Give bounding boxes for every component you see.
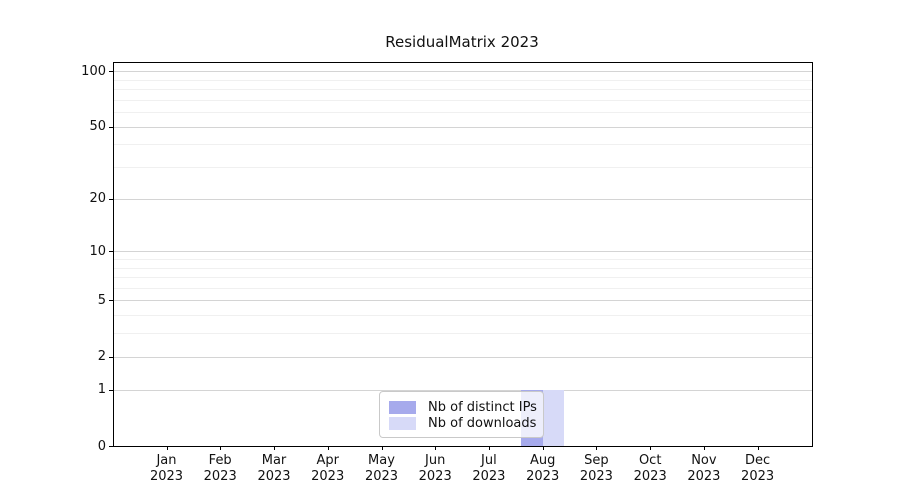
- x-tick-label: Feb 2023: [190, 453, 250, 485]
- y-tick-label: 0: [97, 438, 106, 454]
- x-tick-mark: [435, 446, 437, 450]
- y-tick-mark: [109, 71, 113, 72]
- y-tick-label: 2: [97, 349, 106, 365]
- chart-title: ResidualMatrix 2023: [385, 33, 539, 51]
- x-tick-label: Sep 2023: [566, 453, 626, 485]
- y-tick-label: 10: [89, 243, 106, 259]
- x-tick-label: May 2023: [352, 453, 412, 485]
- x-tick-mark: [596, 446, 598, 450]
- x-tick-mark: [650, 446, 652, 450]
- x-tick-label: Oct 2023: [620, 453, 680, 485]
- y-tick-mark: [109, 126, 113, 128]
- x-tick-mark: [542, 446, 544, 450]
- x-tick-year: 2023: [472, 469, 506, 484]
- legend-item-downloads: Nb of downloads: [389, 415, 537, 431]
- x-tick-mark: [327, 446, 329, 450]
- gridline-minor: [114, 112, 812, 113]
- x-tick-year: 2023: [418, 469, 452, 484]
- x-tick-year: 2023: [311, 469, 345, 484]
- x-tick-label: Nov 2023: [674, 453, 734, 485]
- legend-label-downloads: Nb of downloads: [428, 415, 537, 431]
- y-tick-mark: [109, 446, 113, 447]
- legend-item-distinct-ips: Nb of distinct IPs: [389, 399, 537, 415]
- gridline-minor: [114, 277, 812, 278]
- gridline-minor: [114, 144, 812, 146]
- y-tick-label: 1: [97, 382, 106, 398]
- gridline-minor: [114, 287, 812, 289]
- gridline-major: [114, 126, 812, 128]
- x-tick-mark: [488, 446, 490, 450]
- x-tick-mark: [166, 446, 168, 450]
- x-tick-year: 2023: [741, 469, 775, 484]
- y-tick-label: 100: [81, 63, 106, 79]
- x-tick-year: 2023: [526, 469, 560, 484]
- legend-swatch-distinct-ips: [389, 400, 416, 414]
- x-tick-mark: [274, 446, 275, 450]
- y-tick-mark: [109, 251, 113, 253]
- x-tick-mark: [703, 446, 705, 450]
- plot-area: 0 1 2 5 10 20 50 100 Jan 2023 Feb 2023 Mar 2023 Apr 202…: [81, 62, 813, 484]
- gridline-major: [114, 198, 812, 200]
- gridline-major: [114, 300, 812, 302]
- bar-downloads: [542, 389, 565, 446]
- y-tick-label: 5: [97, 292, 106, 308]
- x-tick-label: Aug 2023: [513, 453, 573, 485]
- y-tick-mark: [109, 356, 113, 358]
- x-tick-year: 2023: [633, 469, 667, 484]
- gridline-minor: [114, 267, 812, 269]
- x-tick-label: Jul 2023: [459, 453, 519, 485]
- gridline-minor: [114, 315, 812, 317]
- x-tick-mark: [381, 446, 383, 450]
- gridline-major: [114, 356, 812, 358]
- x-tick-year: 2023: [203, 469, 237, 484]
- y-tick-label: 50: [89, 119, 106, 134]
- x-tick-mark: [220, 446, 222, 450]
- x-tick-year: 2023: [364, 469, 399, 484]
- y-tick-mark: [109, 198, 113, 200]
- x-tick-label: Apr 2023: [298, 453, 358, 485]
- legend: Nb of distinct IPs Nb of downloads: [379, 391, 544, 438]
- x-tick-year: 2023: [257, 469, 291, 484]
- gridline-minor: [114, 258, 812, 260]
- legend-swatch-downloads: [389, 416, 416, 430]
- gridline-minor: [114, 79, 812, 81]
- y-tick-mark: [109, 389, 113, 391]
- y-tick-label: 20: [89, 191, 106, 207]
- gridline-minor: [114, 333, 812, 335]
- x-tick-mark: [757, 446, 759, 450]
- gridline-minor: [114, 99, 812, 101]
- legend-label-distinct-ips: Nb of distinct IPs: [428, 399, 537, 415]
- gridline-minor: [114, 167, 812, 168]
- x-tick-label: Mar 2023: [244, 453, 304, 485]
- x-tick-label: Jan 2023: [137, 453, 197, 485]
- gridline-major: [114, 71, 812, 72]
- gridline-major: [114, 251, 812, 253]
- x-tick-label: Dec 2023: [728, 453, 788, 485]
- x-tick-year: 2023: [149, 469, 184, 484]
- gridline-major: [114, 389, 812, 391]
- gridline-minor: [114, 88, 812, 90]
- x-tick-year: 2023: [687, 469, 721, 484]
- y-tick-mark: [109, 300, 113, 302]
- x-tick-year: 2023: [579, 469, 613, 484]
- x-tick-label: Jun 2023: [405, 453, 465, 485]
